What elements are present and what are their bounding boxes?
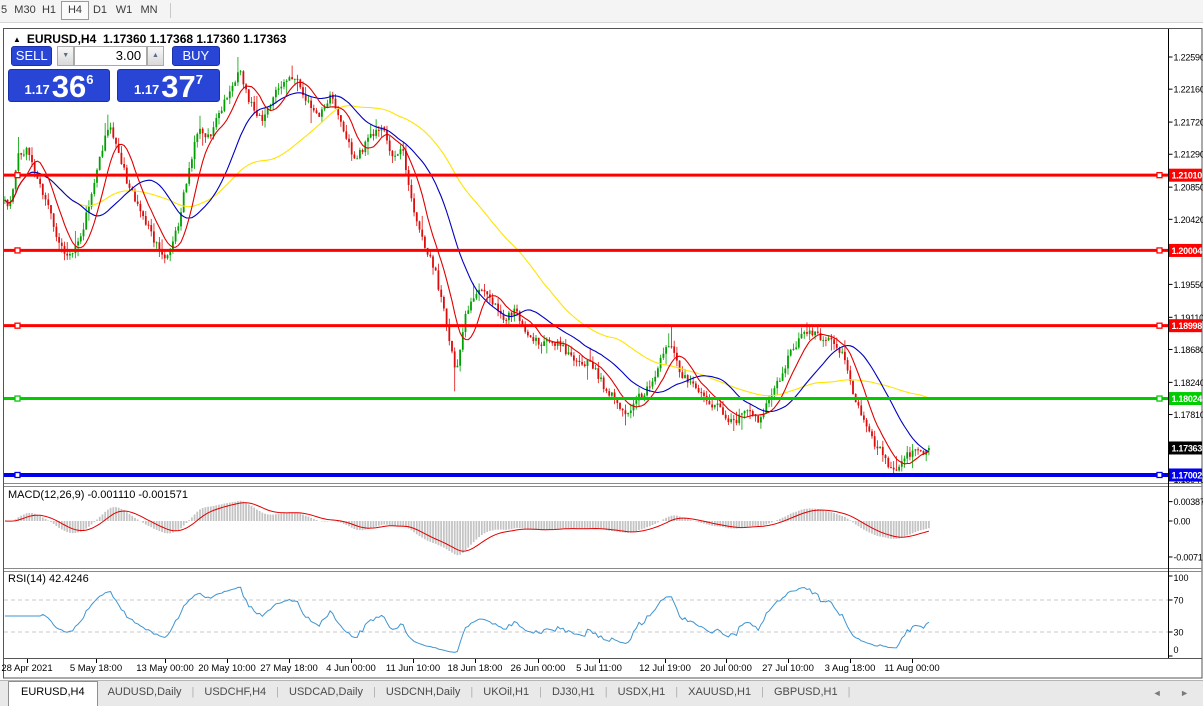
svg-text:-0.007195: -0.007195 <box>1174 552 1203 562</box>
tab-scroll-arrows[interactable]: ◄ ► <box>1153 688 1197 698</box>
svg-text:RSI(14) 42.4246: RSI(14) 42.4246 <box>8 573 89 585</box>
chart-ohlc-values: 1.17360 1.17368 1.17360 1.17363 <box>103 32 287 46</box>
ask-price-button[interactable]: 1.17 37 7 <box>117 69 220 102</box>
bid-price-button[interactable]: 1.17 36 6 <box>8 69 110 102</box>
svg-text:4 Jun 00:00: 4 Jun 00:00 <box>326 663 376 674</box>
chart-tab-usdcad-daily[interactable]: USDCAD,Daily <box>279 681 373 706</box>
toolbar-separator <box>170 3 171 18</box>
timeframe-button-w1[interactable]: W1 <box>114 2 134 18</box>
svg-text:1.20850: 1.20850 <box>1174 183 1203 193</box>
bid-price-main: 36 <box>52 70 86 101</box>
svg-text:1.21010: 1.21010 <box>1172 171 1203 181</box>
svg-text:1.18998: 1.18998 <box>1172 321 1203 331</box>
tab-separator: | <box>848 681 851 706</box>
ask-price-pipette: 7 <box>196 72 203 101</box>
svg-text:11 Jun 10:00: 11 Jun 10:00 <box>386 663 440 674</box>
chart-tab-usdx-h1[interactable]: USDX,H1 <box>608 681 676 706</box>
svg-text:1.18024: 1.18024 <box>1172 394 1203 404</box>
svg-text:30: 30 <box>1174 628 1184 638</box>
buy-button[interactable]: BUY <box>172 46 220 66</box>
timeframe-button-h4[interactable]: H4 <box>61 1 89 20</box>
macd-histogram <box>5 501 929 555</box>
bid-price-prefix: 1.17 <box>24 82 49 97</box>
svg-text:11 Aug 00:00: 11 Aug 00:00 <box>884 663 939 674</box>
chart-tab-gbpusd-h1[interactable]: GBPUSD,H1 <box>764 681 848 706</box>
sell-button[interactable]: SELL <box>11 46 52 66</box>
chart-window-frame <box>4 29 1203 679</box>
svg-text:0.00: 0.00 <box>1174 517 1191 527</box>
one-click-panel-toggle-icon[interactable]: ▲ <box>13 35 21 44</box>
svg-text:13 May 00:00: 13 May 00:00 <box>136 663 194 674</box>
chart-tab-ukoil-h1[interactable]: UKOil,H1 <box>473 681 539 706</box>
svg-text:27 May 18:00: 27 May 18:00 <box>260 663 318 674</box>
candlesticks <box>4 57 930 475</box>
svg-text:20 Jul 00:00: 20 Jul 00:00 <box>700 663 752 674</box>
svg-text:1.21720: 1.21720 <box>1174 118 1203 128</box>
svg-text:0: 0 <box>1174 645 1179 655</box>
ask-price-main: 37 <box>161 70 195 101</box>
price-axis <box>1169 57 1173 656</box>
volume-increase-button[interactable]: ▲ <box>147 46 164 66</box>
horizontal-line-1.18998 <box>4 323 1168 328</box>
chart-tab-eurusd-h4[interactable]: EURUSD,H4 <box>8 681 98 706</box>
chart-tab-xauusd-h1[interactable]: XAUUSD,H1 <box>678 681 761 706</box>
svg-text:1.21290: 1.21290 <box>1174 150 1203 160</box>
chart-tab-usdcnh-daily[interactable]: USDCNH,Daily <box>376 681 471 706</box>
rsi-pane <box>4 587 1168 652</box>
svg-text:5 Jul 11:00: 5 Jul 11:00 <box>576 663 622 674</box>
svg-text:12 Jul 19:00: 12 Jul 19:00 <box>639 663 691 674</box>
ask-price-prefix: 1.17 <box>134 82 159 97</box>
macd-signal-line <box>5 503 929 552</box>
svg-text:70: 70 <box>1174 596 1184 606</box>
svg-text:100: 100 <box>1174 573 1189 583</box>
bid-price-pipette: 6 <box>86 72 93 101</box>
volume-decrease-button[interactable]: ▼ <box>57 46 74 66</box>
svg-text:28 Apr 2021: 28 Apr 2021 <box>1 663 52 674</box>
timeframe-button-d1[interactable]: D1 <box>90 2 110 18</box>
svg-text:1.18680: 1.18680 <box>1174 345 1203 355</box>
svg-text:1.20004: 1.20004 <box>1172 246 1203 256</box>
svg-text:0.003877: 0.003877 <box>1174 497 1203 507</box>
volume-input[interactable] <box>74 46 147 66</box>
timeframe-button-m30[interactable]: M30 <box>12 2 38 18</box>
chart-tab-usdchf-h4[interactable]: USDCHF,H4 <box>194 681 276 706</box>
svg-text:1.17810: 1.17810 <box>1174 410 1203 420</box>
svg-text:1.17363: 1.17363 <box>1172 443 1203 453</box>
svg-text:18 Jun 18:00: 18 Jun 18:00 <box>448 663 503 674</box>
timeframe-button-h1[interactable]: H1 <box>39 2 59 18</box>
svg-text:1.19550: 1.19550 <box>1174 280 1203 290</box>
svg-text:1.20420: 1.20420 <box>1174 215 1203 225</box>
spacer <box>164 46 172 66</box>
svg-text:26 Jun 00:00: 26 Jun 00:00 <box>511 663 566 674</box>
chart-symbol-label: EURUSD,H4 <box>27 32 96 46</box>
horizontal-line-1.18024 <box>4 396 1168 401</box>
moving-averages <box>5 82 929 464</box>
svg-text:1.18240: 1.18240 <box>1174 378 1203 388</box>
horizontal-line-1.20004 <box>4 248 1168 253</box>
timeframe-button-5[interactable]: 5 <box>0 2 10 18</box>
svg-text:5 May 18:00: 5 May 18:00 <box>70 663 122 674</box>
svg-text:20 May 10:00: 20 May 10:00 <box>198 663 256 674</box>
horizontal-line-1.21010 <box>4 173 1168 178</box>
chart-ohlc-readout: ▲ EURUSD,H4 1.17360 1.17368 1.17360 1.173… <box>13 32 286 46</box>
svg-text:1.17002: 1.17002 <box>1172 470 1203 480</box>
svg-text:1.22590: 1.22590 <box>1174 53 1203 63</box>
chart-tab-dj30-h1[interactable]: DJ30,H1 <box>542 681 605 706</box>
moving-average-9 <box>5 82 929 464</box>
svg-text:27 Jul 10:00: 27 Jul 10:00 <box>762 663 814 674</box>
svg-text:3 Aug 18:00: 3 Aug 18:00 <box>825 663 876 674</box>
svg-text:1.22160: 1.22160 <box>1174 85 1203 95</box>
one-click-trading-panel: SELL ▼ ▲ BUY 1.17 36 6 1.17 37 7 <box>8 46 220 102</box>
timeframe-button-mn[interactable]: MN <box>138 2 160 18</box>
horizontal-line-1.17002 <box>4 472 1168 477</box>
chart-tab-audusd-daily[interactable]: AUDUSD,Daily <box>98 681 192 706</box>
svg-text:MACD(12,26,9) -0.001110 -0.001: MACD(12,26,9) -0.001110 -0.001571 <box>8 489 188 501</box>
